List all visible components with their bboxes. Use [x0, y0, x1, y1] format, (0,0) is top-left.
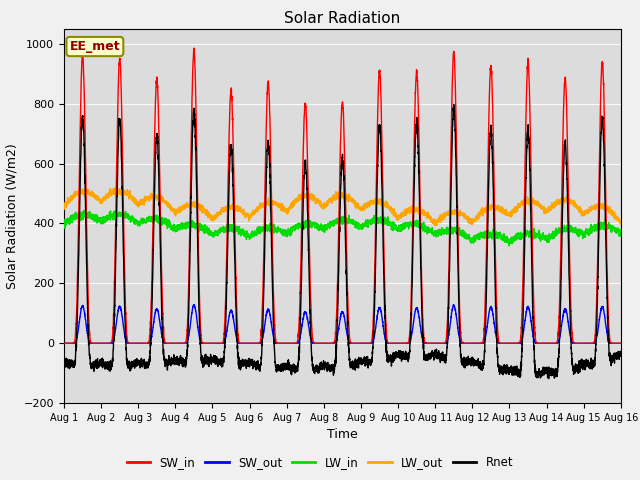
SW_out [499, 340, 507, 346]
Line: LW_out: LW_out [64, 188, 621, 226]
Rnet [450, 102, 458, 108]
SW_out [436, 340, 444, 346]
LW_in [322, 223, 330, 229]
LW_in [499, 235, 507, 241]
Title: Solar Radiation: Solar Radiation [284, 11, 401, 26]
SW_in [616, 340, 624, 346]
SW_out [190, 302, 198, 308]
X-axis label: Time: Time [327, 429, 358, 442]
SW_out [616, 340, 624, 346]
LW_out [322, 202, 330, 207]
Legend: SW_in, SW_out, LW_in, LW_out, Rnet: SW_in, SW_out, LW_in, LW_out, Rnet [122, 452, 518, 474]
LW_out [499, 206, 507, 212]
Line: SW_out: SW_out [64, 305, 621, 343]
Rnet [545, 376, 552, 382]
Rnet [467, 359, 475, 365]
LW_in [161, 218, 168, 224]
SW_in [160, 335, 168, 340]
LW_in [617, 229, 625, 235]
Line: Rnet: Rnet [64, 105, 621, 379]
SW_in [60, 340, 68, 346]
SW_out [160, 340, 168, 346]
LW_in [436, 230, 444, 236]
Text: EE_met: EE_met [70, 40, 120, 53]
SW_out [467, 340, 475, 346]
Rnet [616, 350, 624, 356]
SW_in [436, 340, 444, 346]
LW_in [616, 229, 624, 235]
LW_out [431, 223, 438, 228]
Rnet [60, 350, 68, 356]
LW_out [436, 220, 444, 226]
Y-axis label: Solar Radiation (W/m2): Solar Radiation (W/m2) [5, 143, 18, 289]
SW_in [322, 340, 330, 346]
Rnet [617, 349, 625, 355]
LW_out [60, 206, 68, 212]
SW_in [617, 340, 625, 346]
LW_out [111, 185, 118, 191]
SW_out [617, 340, 625, 346]
SW_in [190, 45, 198, 51]
SW_out [322, 340, 330, 346]
Rnet [160, 354, 168, 360]
LW_out [161, 197, 168, 203]
Rnet [436, 360, 444, 365]
LW_in [506, 243, 513, 249]
Rnet [322, 360, 330, 365]
SW_in [499, 340, 507, 346]
SW_out [60, 340, 68, 346]
LW_in [80, 207, 88, 213]
SW_in [467, 340, 475, 346]
LW_out [468, 221, 476, 227]
Line: LW_in: LW_in [64, 210, 621, 246]
LW_out [616, 219, 624, 225]
Line: SW_in: SW_in [64, 48, 621, 343]
Rnet [499, 371, 507, 376]
LW_in [467, 237, 475, 243]
LW_in [60, 217, 68, 223]
LW_out [617, 220, 625, 226]
